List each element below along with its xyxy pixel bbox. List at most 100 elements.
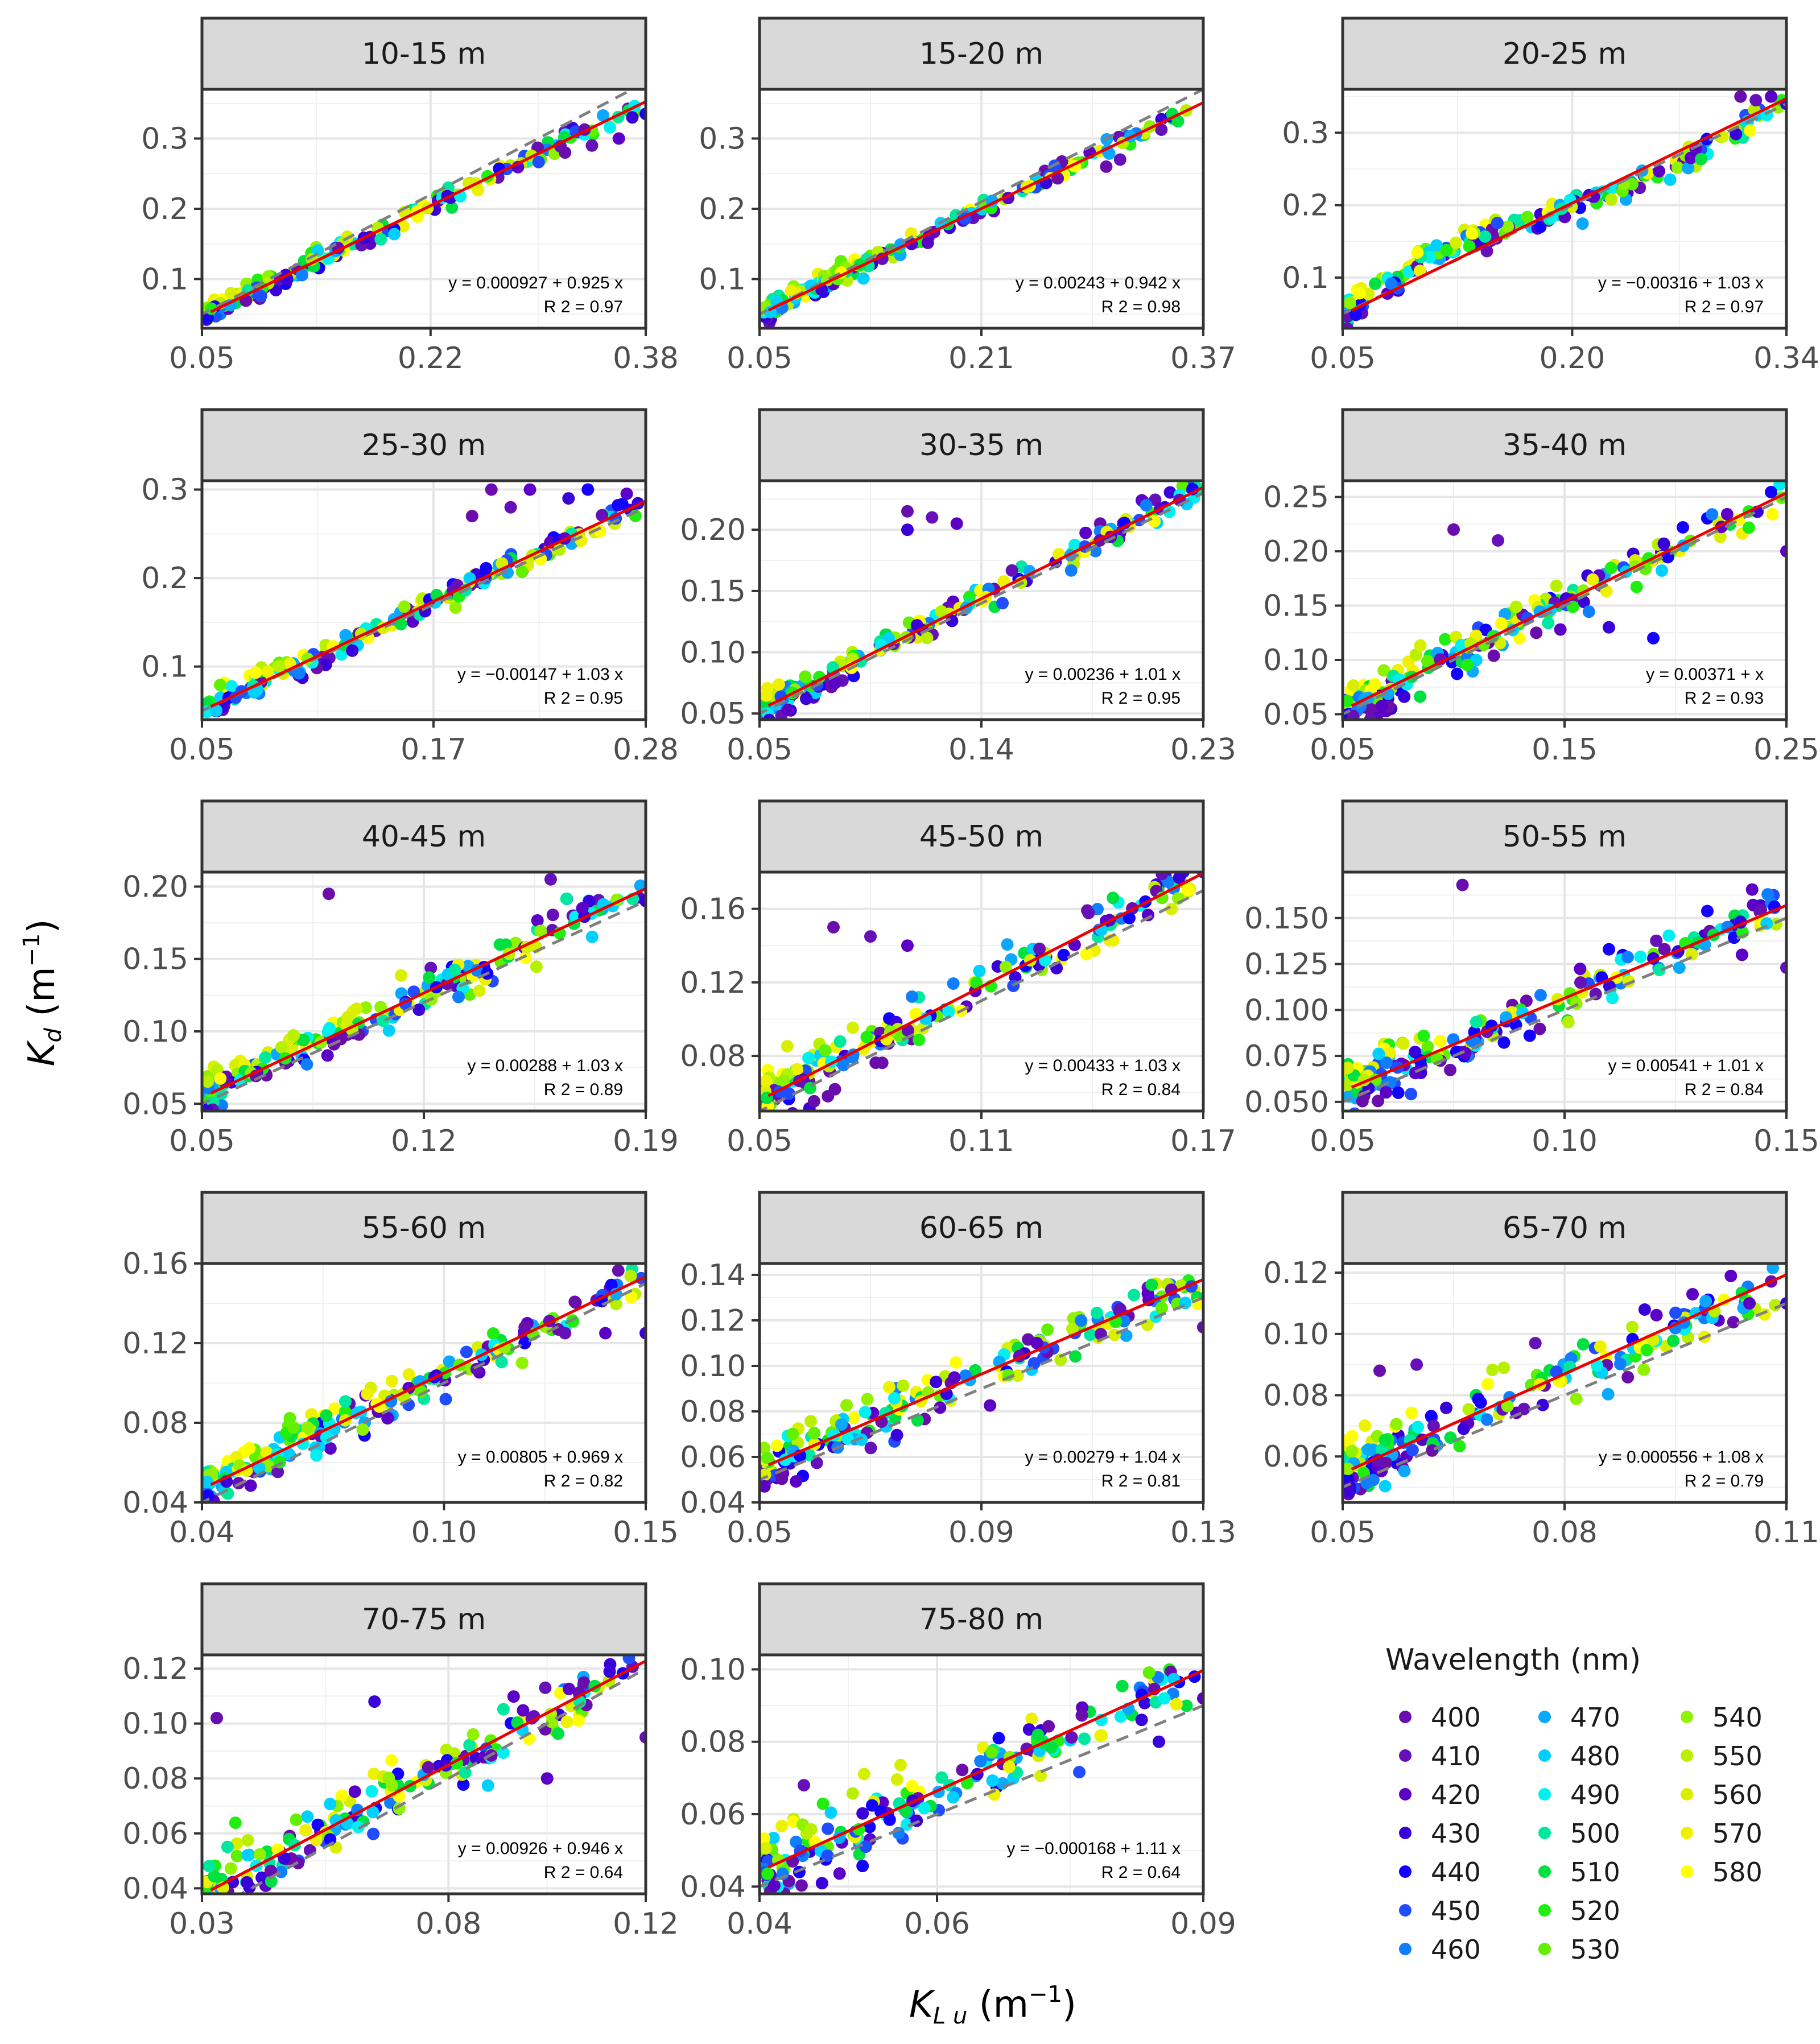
data-point — [1348, 1107, 1360, 1111]
data-point — [1359, 1419, 1371, 1432]
data-point — [552, 1727, 564, 1740]
regression-equation: y = 0.00243 + 0.942 x — [1016, 274, 1181, 292]
data-point — [935, 605, 948, 618]
data-point — [1695, 152, 1707, 166]
data-point — [1491, 217, 1504, 229]
y-tick-label: 0.1 — [141, 263, 188, 297]
one-to-one-line — [760, 1704, 1203, 1888]
data-point — [1602, 1388, 1615, 1401]
data-point — [760, 1832, 770, 1845]
data-point — [398, 600, 411, 613]
data-point — [244, 1479, 257, 1492]
legend-label: 440 — [1431, 1857, 1481, 1888]
regression-equation: y = 0.000556 + 1.08 x — [1599, 1448, 1764, 1467]
regression-line — [210, 1659, 646, 1892]
data-point — [202, 1075, 214, 1088]
y-tick-label: 0.3 — [699, 122, 746, 156]
data-point — [324, 1798, 337, 1811]
x-tick-label: 0.04 — [727, 1907, 793, 1941]
facet-panel: 70-75 m y = 0.00926 + 0.946 x R 2 = 0.64 0.… — [122, 1582, 679, 1941]
data-point — [604, 121, 616, 134]
data-point — [1603, 943, 1615, 956]
facet-strip-label: 20-25 m — [1503, 37, 1627, 71]
y-tick-label: 0.12 — [122, 1652, 188, 1686]
data-point — [323, 1022, 336, 1035]
data-point — [486, 1327, 500, 1340]
legend-label: 430 — [1431, 1818, 1481, 1849]
data-point — [1343, 1062, 1354, 1075]
data-point — [1656, 564, 1668, 577]
data-point — [452, 990, 465, 1004]
data-point — [1658, 943, 1671, 956]
data-point — [822, 1090, 835, 1102]
y-tick-label: 0.06 — [1263, 1440, 1329, 1474]
data-point — [1765, 486, 1777, 498]
data-point — [856, 1807, 869, 1820]
data-point — [255, 1871, 269, 1884]
data-point — [1372, 1095, 1385, 1108]
r-squared-label: R 2 = 0.84 — [1685, 1080, 1764, 1099]
data-point — [1603, 621, 1615, 634]
y-tick-label: 0.08 — [680, 1039, 746, 1073]
data-point — [786, 1427, 799, 1440]
data-point — [495, 1356, 508, 1369]
data-point — [221, 1487, 234, 1500]
one-to-one-line — [238, 1667, 646, 1894]
facet-strip — [200, 1191, 647, 1265]
data-point — [1440, 243, 1453, 257]
data-point — [1069, 1350, 1082, 1363]
data-point — [1699, 1295, 1712, 1308]
facet-strip — [758, 799, 1205, 874]
x-tick-label: 0.05 — [727, 733, 793, 767]
data-point — [560, 1715, 573, 1728]
data-point — [515, 1356, 529, 1369]
data-point — [1466, 227, 1479, 240]
data-point — [422, 1761, 435, 1774]
facet-panel: 65-70 m y = 0.000556 + 1.08 x R 2 = 0.79 0.… — [1263, 1191, 1819, 1550]
data-point — [202, 1476, 213, 1488]
data-point — [341, 1011, 354, 1023]
data-point — [287, 1029, 300, 1042]
regression-equation: y = 0.00279 + 1.04 x — [1025, 1448, 1181, 1467]
one-to-one-line — [760, 491, 1203, 716]
r-squared-label: R 2 = 0.84 — [1101, 1080, 1181, 1099]
y-tick-label: 0.15 — [122, 943, 188, 977]
x-tick-label: 0.05 — [169, 733, 235, 767]
data-point — [297, 1034, 310, 1047]
data-point — [1669, 1306, 1682, 1319]
data-point — [1054, 1353, 1067, 1366]
legend-swatch — [1681, 1865, 1693, 1878]
data-point — [519, 951, 533, 964]
data-point — [1406, 1444, 1419, 1456]
facet-panel: 40-45 m y = 0.00288 + 1.03 x R 2 = 0.89 0.0… — [122, 799, 679, 1158]
panel-content — [760, 1663, 1203, 1894]
panel-content — [760, 1274, 1203, 1493]
data-point — [1380, 1056, 1393, 1070]
data-point — [322, 887, 335, 901]
data-point — [290, 1813, 303, 1826]
r-squared-label: R 2 = 0.79 — [1685, 1472, 1764, 1490]
data-point — [791, 1063, 804, 1076]
data-point — [815, 1877, 828, 1890]
panel-border — [200, 1653, 647, 1896]
facet-strip-label: 45-50 m — [919, 820, 1043, 854]
data-point — [518, 1337, 531, 1349]
y-tick-label: 0.16 — [122, 1247, 188, 1281]
data-point — [1356, 1095, 1369, 1108]
data-point — [559, 146, 572, 159]
data-point — [459, 1766, 472, 1779]
data-point — [457, 1778, 470, 1791]
data-point — [906, 1779, 919, 1793]
data-point — [857, 272, 870, 285]
data-point — [1383, 1047, 1396, 1059]
data-point — [1461, 658, 1474, 671]
data-point — [1414, 639, 1427, 652]
data-point — [833, 1867, 846, 1880]
data-point — [860, 1031, 873, 1043]
data-point — [287, 1421, 300, 1434]
data-point — [445, 201, 459, 214]
data-point — [473, 984, 486, 997]
data-point — [485, 483, 498, 496]
data-point — [901, 505, 914, 518]
data-point — [1423, 251, 1437, 264]
